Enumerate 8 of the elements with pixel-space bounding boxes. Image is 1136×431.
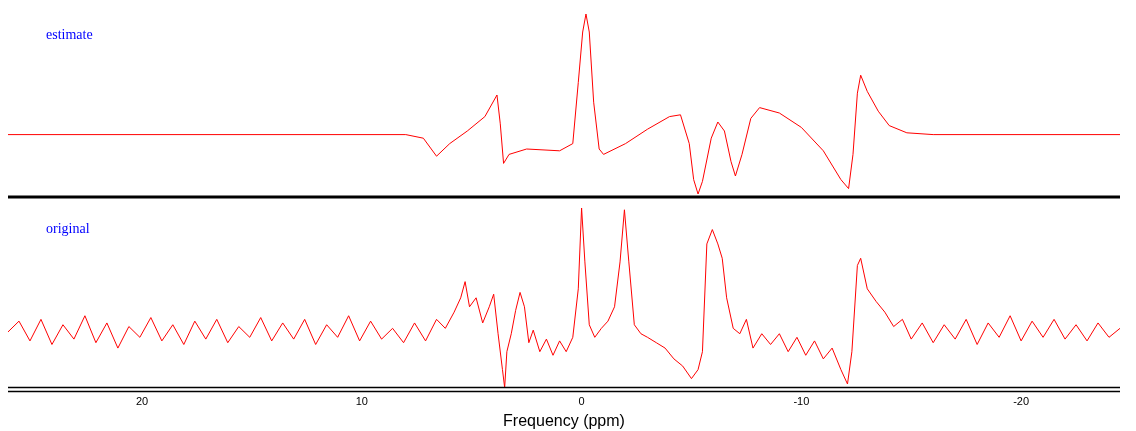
x-axis-title: Frequency (ppm): [503, 411, 625, 429]
x-tick-label: 10: [355, 395, 368, 408]
x-tick-label: -10: [793, 395, 810, 408]
annotation: original: [46, 220, 90, 236]
annotation: estimate: [46, 26, 93, 42]
x-tick-label: 0: [578, 395, 585, 408]
x-tick-label: 20: [135, 395, 149, 408]
x-tick-label: -20: [1013, 395, 1030, 408]
